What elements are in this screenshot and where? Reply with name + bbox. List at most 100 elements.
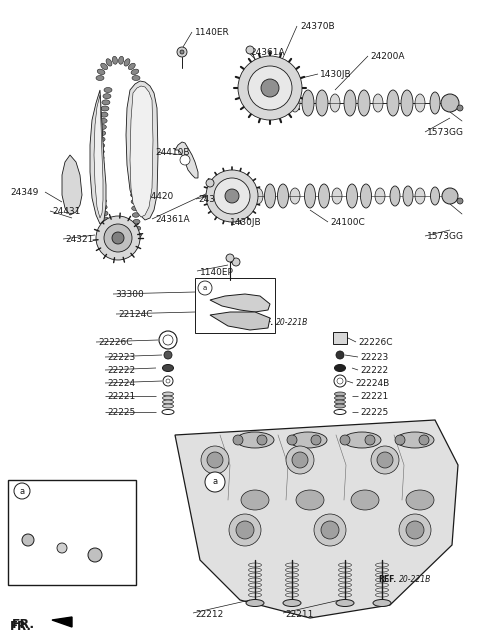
Ellipse shape — [136, 234, 140, 241]
Circle shape — [248, 66, 292, 110]
Circle shape — [206, 170, 258, 222]
Circle shape — [164, 351, 172, 359]
Circle shape — [399, 514, 431, 546]
Ellipse shape — [134, 226, 141, 230]
Circle shape — [22, 534, 34, 546]
Ellipse shape — [97, 193, 106, 197]
Ellipse shape — [430, 92, 440, 114]
Ellipse shape — [130, 153, 137, 157]
Circle shape — [321, 521, 339, 539]
Circle shape — [246, 46, 254, 54]
Text: 22222: 22222 — [107, 366, 135, 375]
Ellipse shape — [401, 90, 413, 116]
Ellipse shape — [101, 63, 108, 70]
Text: 22223: 22223 — [107, 353, 135, 362]
Circle shape — [180, 155, 190, 165]
Text: 24100C: 24100C — [330, 218, 365, 227]
Ellipse shape — [132, 234, 136, 241]
Polygon shape — [126, 81, 158, 220]
Ellipse shape — [347, 184, 358, 208]
Text: 22225: 22225 — [360, 408, 388, 417]
Ellipse shape — [296, 490, 324, 510]
Ellipse shape — [335, 365, 346, 371]
Circle shape — [180, 50, 184, 54]
Circle shape — [57, 543, 67, 553]
Text: 21516A: 21516A — [22, 533, 57, 542]
Ellipse shape — [132, 206, 139, 211]
Ellipse shape — [335, 396, 346, 400]
Ellipse shape — [163, 396, 173, 400]
Circle shape — [214, 178, 250, 214]
Circle shape — [457, 198, 463, 204]
Text: 33300: 33300 — [115, 290, 144, 299]
Ellipse shape — [125, 234, 129, 241]
Circle shape — [88, 548, 102, 562]
Circle shape — [457, 105, 463, 111]
Circle shape — [112, 232, 124, 244]
Ellipse shape — [360, 184, 372, 208]
Ellipse shape — [290, 94, 300, 112]
Ellipse shape — [335, 400, 346, 404]
Ellipse shape — [132, 212, 139, 217]
Ellipse shape — [343, 432, 381, 448]
Circle shape — [443, 98, 453, 108]
Ellipse shape — [131, 193, 138, 197]
Circle shape — [205, 472, 225, 492]
Circle shape — [257, 435, 267, 445]
Ellipse shape — [130, 173, 137, 177]
Circle shape — [96, 216, 140, 260]
Text: 22221: 22221 — [107, 392, 135, 401]
Ellipse shape — [130, 166, 136, 171]
Ellipse shape — [100, 112, 108, 117]
Text: 1430JB: 1430JB — [320, 70, 352, 79]
Circle shape — [441, 94, 459, 112]
Circle shape — [233, 435, 243, 445]
Text: REF.: REF. — [378, 575, 396, 584]
Ellipse shape — [253, 188, 263, 204]
Ellipse shape — [131, 132, 138, 137]
Ellipse shape — [241, 490, 269, 510]
Ellipse shape — [246, 600, 264, 607]
Ellipse shape — [103, 229, 111, 234]
Text: a: a — [203, 285, 207, 291]
Ellipse shape — [133, 220, 140, 224]
Ellipse shape — [119, 56, 124, 64]
Ellipse shape — [302, 90, 314, 116]
Ellipse shape — [415, 94, 425, 112]
Circle shape — [198, 281, 212, 295]
Text: 24370B: 24370B — [300, 22, 335, 31]
Circle shape — [177, 47, 187, 57]
Ellipse shape — [332, 188, 342, 204]
Circle shape — [286, 446, 314, 474]
Ellipse shape — [387, 90, 399, 116]
Circle shape — [229, 514, 261, 546]
Ellipse shape — [375, 188, 385, 204]
Text: 24410B: 24410B — [155, 148, 190, 157]
Ellipse shape — [134, 99, 141, 104]
Ellipse shape — [163, 400, 173, 404]
Text: 24350: 24350 — [198, 195, 227, 204]
Ellipse shape — [132, 76, 140, 81]
Ellipse shape — [336, 600, 354, 607]
Circle shape — [311, 435, 321, 445]
Text: 24431: 24431 — [52, 207, 80, 216]
Ellipse shape — [96, 174, 104, 179]
Circle shape — [336, 351, 344, 359]
Polygon shape — [130, 86, 153, 217]
Ellipse shape — [96, 180, 105, 185]
Circle shape — [226, 254, 234, 262]
Circle shape — [419, 435, 429, 445]
Ellipse shape — [390, 186, 400, 206]
Text: 24321: 24321 — [65, 235, 94, 244]
Ellipse shape — [396, 432, 434, 448]
Ellipse shape — [104, 88, 112, 93]
Ellipse shape — [358, 90, 370, 116]
Text: 24361A: 24361A — [250, 48, 285, 57]
Ellipse shape — [403, 186, 413, 206]
Ellipse shape — [316, 90, 328, 116]
Ellipse shape — [236, 432, 274, 448]
Text: 20-221B: 20-221B — [276, 318, 308, 327]
Polygon shape — [175, 420, 458, 618]
Ellipse shape — [131, 126, 138, 131]
Circle shape — [261, 79, 279, 97]
